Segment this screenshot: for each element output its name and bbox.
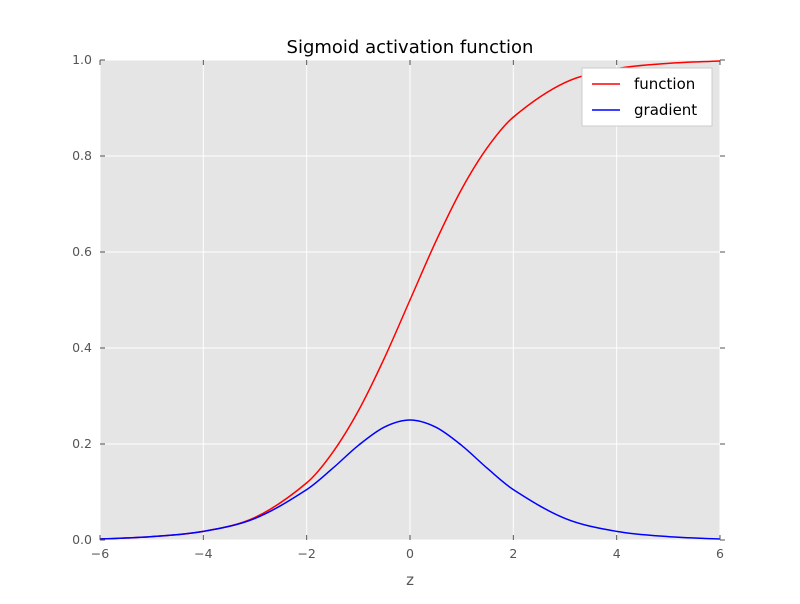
- legend-label-function: function: [634, 75, 695, 93]
- x-tick-label: 4: [613, 546, 621, 561]
- y-tick-label: 0.2: [72, 436, 92, 451]
- x-tick-label: −4: [194, 546, 212, 561]
- y-tick-label: 0.0: [72, 532, 92, 547]
- x-tick-label: 0: [406, 546, 414, 561]
- series-lines: [99, 60, 721, 540]
- x-tick-label: 2: [509, 546, 517, 561]
- y-tick-label: 0.6: [72, 244, 92, 259]
- y-tick-label: 0.8: [72, 148, 92, 163]
- legend-label-gradient: gradient: [634, 101, 697, 119]
- x-tick-label: −6: [91, 546, 109, 561]
- y-tick-label: 0.4: [72, 340, 92, 355]
- legend: function gradient: [581, 67, 713, 127]
- axis-ticks: −6 −4 −2 0 2 4 6 0.0 0.2 0.4 0.6 0.8 1.0: [72, 52, 725, 561]
- x-tick-label: 6: [716, 546, 724, 561]
- x-tick-label: −2: [297, 546, 315, 561]
- legend-box: [581, 67, 713, 127]
- series-line-gradient: [99, 419, 721, 540]
- x-axis-label: z: [406, 571, 414, 589]
- y-tick-label: 1.0: [72, 52, 92, 67]
- chart-title: Sigmoid activation function: [287, 37, 534, 58]
